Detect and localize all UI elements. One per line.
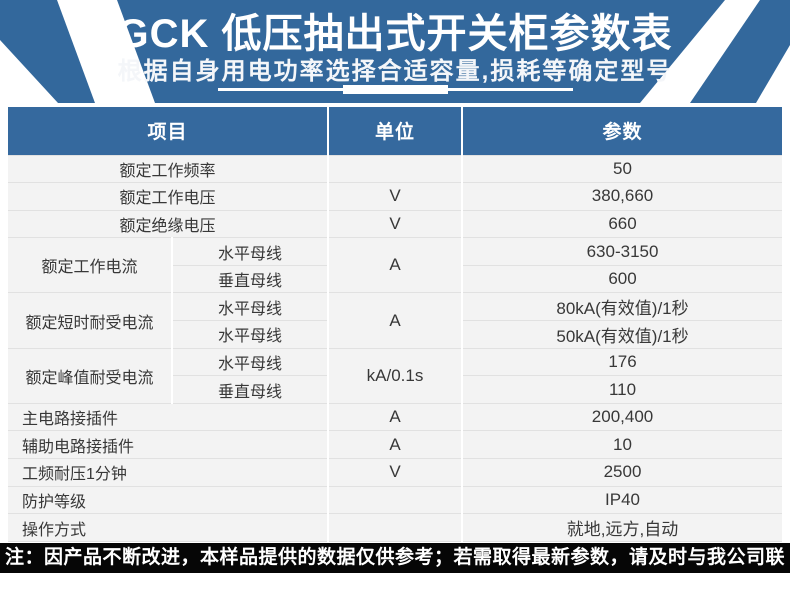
table-row: 额定工作电压 V 380,660 [8, 183, 782, 211]
table-row: 额定短时耐受电流 水平母线 A 80kA(有效值)/1秒 [8, 293, 782, 321]
table-row: 额定工作频率 50 [8, 155, 782, 183]
table-row: 额定绝缘电压 V 660 [8, 210, 782, 238]
value-cell: IP40 [462, 486, 782, 514]
value-cell: 110 [462, 376, 782, 404]
unit-cell: A [328, 238, 462, 293]
item-cell: 辅助电路接插件 [8, 431, 328, 459]
value-cell: 600 [462, 265, 782, 293]
unit-cell: A [328, 403, 462, 431]
item-cell: 操作方式 [8, 514, 328, 542]
table-row: 防护等级 IP40 [8, 486, 782, 514]
unit-cell: V [328, 459, 462, 487]
sub-item-cell: 垂直母线 [172, 376, 328, 404]
sub-item-cell: 水平母线 [172, 348, 328, 376]
value-cell: 660 [462, 210, 782, 238]
value-cell: 200,400 [462, 403, 782, 431]
item-cell: 防护等级 [8, 486, 328, 514]
subtitle-underline-accent [343, 85, 448, 94]
unit-cell [328, 486, 462, 514]
page-subtitle: 根据自身用电功率选择合适容量,损耗等确定型号 [0, 58, 790, 86]
table-row: 额定峰值耐受电流 水平母线 kA/0.1s 176 [8, 348, 782, 376]
item-cell: 额定工作频率 [8, 155, 328, 183]
value-cell: 2500 [462, 459, 782, 487]
table-row: 辅助电路接插件 A 10 [8, 431, 782, 459]
footer-note: 注：因产品不断改进，本样品提供的数据仅供参考；若需取得最新参数，请及时与我公司联… [0, 543, 790, 573]
table-row: 主电路接插件 A 200,400 [8, 403, 782, 431]
value-cell: 80kA(有效值)/1秒 [462, 293, 782, 321]
value-cell: 就地,远方,自动 [462, 514, 782, 542]
parameter-table: 项目 单位 参数 额定工作频率 50 额定工作电压 V 380,660 额定绝缘… [8, 107, 782, 542]
parameter-table-wrap: 项目 单位 参数 额定工作频率 50 额定工作电压 V 380,660 额定绝缘… [8, 107, 782, 542]
value-cell: 50kA(有效值)/1秒 [462, 321, 782, 349]
unit-cell: A [328, 431, 462, 459]
table-header-row: 项目 单位 参数 [8, 107, 782, 155]
value-cell: 630-3150 [462, 238, 782, 266]
group-cell: 额定峰值耐受电流 [8, 348, 172, 403]
unit-cell: V [328, 210, 462, 238]
sub-item-cell: 水平母线 [172, 321, 328, 349]
table-row: 额定工作电流 水平母线 A 630-3150 [8, 238, 782, 266]
group-cell: 额定短时耐受电流 [8, 293, 172, 348]
item-cell: 主电路接插件 [8, 403, 328, 431]
value-cell: 10 [462, 431, 782, 459]
unit-cell [328, 155, 462, 183]
page-title: GCK 低压抽出式开关柜参数表 [0, 0, 790, 56]
item-cell: 额定工作电压 [8, 183, 328, 211]
group-cell: 额定工作电流 [8, 238, 172, 293]
table-row: 工频耐压1分钟 V 2500 [8, 459, 782, 487]
sub-item-cell: 水平母线 [172, 293, 328, 321]
value-cell: 176 [462, 348, 782, 376]
unit-cell [328, 514, 462, 542]
item-cell: 额定绝缘电压 [8, 210, 328, 238]
header-parameter: 参数 [462, 107, 782, 155]
value-cell: 50 [462, 155, 782, 183]
sub-item-cell: 垂直母线 [172, 265, 328, 293]
sub-item-cell: 水平母线 [172, 238, 328, 266]
unit-cell: kA/0.1s [328, 348, 462, 403]
table-row: 操作方式 就地,远方,自动 [8, 514, 782, 542]
value-cell: 380,660 [462, 183, 782, 211]
banner: GCK 低压抽出式开关柜参数表 根据自身用电功率选择合适容量,损耗等确定型号 [0, 0, 790, 103]
unit-cell: A [328, 293, 462, 348]
header-item: 项目 [8, 107, 328, 155]
unit-cell: V [328, 183, 462, 211]
header-unit: 单位 [328, 107, 462, 155]
item-cell: 工频耐压1分钟 [8, 459, 328, 487]
